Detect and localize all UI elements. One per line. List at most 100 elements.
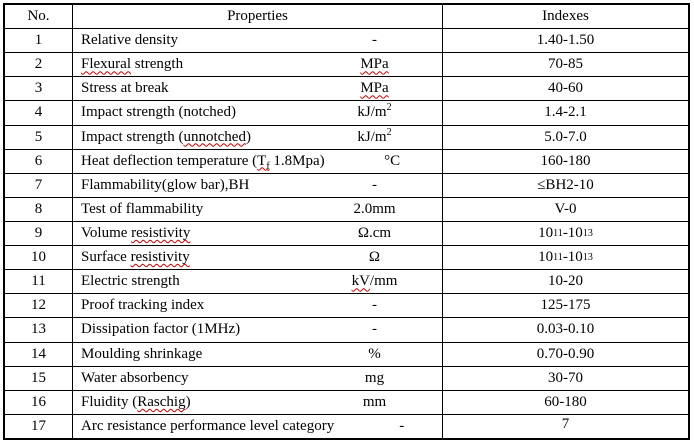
- property-cell: Heat deflection temperature (Tf 1.8Mpa) …: [73, 149, 443, 173]
- row-number-cell: 12: [5, 294, 73, 318]
- table-row: 7 Flammability(glow bar),BH - ≤BH2-10: [5, 173, 688, 198]
- property-name: Surface resistivity: [81, 249, 190, 266]
- property-cell: Relative density -: [73, 29, 443, 53]
- index-value-cell: ≤BH2-10: [537, 176, 594, 193]
- table-row: 14 Moulding shrinkage % 0.70-0.90: [5, 342, 688, 367]
- index-value-cell: 70-85: [548, 56, 583, 73]
- index-value-cell: 40-60: [548, 80, 583, 97]
- property-unit: kJ/m2: [357, 102, 392, 121]
- table-row: 4 Impact strength (notched) kJ/m2 1.4-2.…: [5, 101, 688, 126]
- property-unit: 2.0mm: [353, 200, 396, 217]
- property-unit: kJ/m2: [357, 126, 392, 145]
- property-name: Volume resistivity: [81, 225, 191, 242]
- table-row: 15 Water absorbency mg 30-70: [5, 366, 688, 391]
- property-name: Relative density: [81, 32, 179, 49]
- property-unit: %: [368, 345, 381, 362]
- property-cell: Surface resistivity Ω: [73, 246, 443, 270]
- property-name: Test of flammability: [81, 200, 204, 217]
- row-number-cell: 1: [5, 29, 73, 53]
- index-value-cell: 1.4-2.1: [544, 104, 587, 121]
- property-unit: -: [372, 176, 377, 193]
- index-value-cell: 30-70: [548, 369, 583, 386]
- property-cell: Flexural strength MPa: [73, 53, 443, 77]
- row-number-cell: 4: [5, 101, 73, 125]
- table-row: 5 Impact strength (unnotched) kJ/m2 5.0-…: [5, 125, 688, 150]
- property-cell: Fluidity (Raschig) mm: [73, 390, 443, 414]
- row-number-cell: 13: [5, 318, 73, 342]
- index-value-cell: 160-180: [540, 152, 591, 169]
- row-number-cell: 9: [5, 221, 73, 246]
- row-number-cell: 15: [5, 366, 73, 390]
- property-name: Electric strength: [81, 273, 180, 290]
- properties-indexes-table: No. Properties Indexes 1 Relative densit…: [3, 3, 690, 440]
- row-number-cell: 17: [5, 414, 73, 438]
- index-value-cell: 125-175: [540, 297, 591, 314]
- property-unit: Ω.cm: [357, 225, 392, 242]
- index-value-cell: 5.0-7.0: [544, 128, 587, 145]
- header-no: No.: [5, 5, 73, 29]
- table-row: 3 Stress at break MPa 40-60: [5, 77, 688, 102]
- table-row: 2 Flexural strength MPa 70-85: [5, 53, 688, 78]
- property-name: Proof tracking index: [81, 297, 205, 314]
- row-number-cell: 8: [5, 197, 73, 221]
- property-name: Moulding shrinkage: [81, 345, 203, 362]
- property-name: Stress at break: [81, 80, 169, 97]
- index-value-cell: 10 11 -10 13: [538, 225, 593, 242]
- property-unit: -: [399, 417, 405, 434]
- property-cell: Water absorbency mg: [73, 366, 443, 390]
- property-cell: Impact strength (unnotched) kJ/m2: [73, 125, 443, 149]
- property-name: Flexural strength: [81, 56, 184, 73]
- property-cell: Volume resistivity Ω.cm: [73, 221, 443, 246]
- property-cell: Electric strength kV/mm: [73, 270, 443, 294]
- property-cell: Impact strength (notched) kJ/m2: [73, 101, 443, 125]
- table-row: 6 Heat deflection temperature (Tf 1.8Mpa…: [5, 149, 688, 174]
- property-name: Flammability(glow bar),BH: [81, 176, 250, 193]
- row-number-cell: 11: [5, 270, 73, 294]
- property-cell: Flammability(glow bar),BH -: [73, 173, 443, 197]
- row-number-cell: 14: [5, 342, 73, 366]
- property-cell: Stress at break MPa: [73, 77, 443, 101]
- property-unit: MPa: [360, 56, 389, 73]
- table-row: 1 Relative density - 1.40-1.50: [5, 29, 688, 54]
- property-unit: Ω: [368, 249, 381, 266]
- index-value-cell: V-0: [554, 200, 577, 217]
- property-cell: Arc resistance performance level categor…: [73, 414, 443, 438]
- property-unit: -: [372, 297, 377, 314]
- property-cell: Test of flammability 2.0mm: [73, 197, 443, 221]
- property-name: Fluidity (Raschig): [81, 393, 191, 410]
- property-cell: Moulding shrinkage %: [73, 342, 443, 366]
- table-row: 11 Electric strength kV/mm 10-20: [5, 270, 688, 295]
- table-row: 13 Dissipation factor (1MHz) - 0.03-0.10: [5, 318, 688, 343]
- row-number-cell: 16: [5, 390, 73, 414]
- property-name: Impact strength (notched): [81, 104, 236, 121]
- index-value-cell: 0.03-0.10: [536, 321, 595, 338]
- index-value-cell: 1.40-1.50: [536, 32, 595, 49]
- property-name: Heat deflection temperature (Tf 1.8Mpa): [81, 152, 325, 172]
- index-value-cell: 7: [561, 415, 570, 432]
- property-cell: Proof tracking index -: [73, 294, 443, 318]
- property-unit: MPa: [360, 80, 389, 97]
- header-indexes: Indexes: [542, 8, 589, 25]
- index-value-cell: 60-180: [544, 393, 587, 410]
- property-unit: mm: [362, 393, 387, 410]
- row-number-cell: 10: [5, 246, 73, 270]
- property-name: Impact strength (unnotched): [81, 128, 251, 145]
- table-row: 12 Proof tracking index - 125-175: [5, 294, 688, 319]
- property-unit: -: [372, 32, 377, 49]
- property-name: Dissipation factor (1MHz): [81, 321, 241, 338]
- header-properties: Properties: [73, 5, 443, 29]
- table-row: 16 Fluidity (Raschig) mm 60-180: [5, 390, 688, 415]
- row-number-cell: 5: [5, 125, 73, 149]
- row-number-cell: 2: [5, 53, 73, 77]
- property-unit: -: [372, 321, 377, 338]
- property-cell: Dissipation factor (1MHz) -: [73, 318, 443, 342]
- table-row: 17 Arc resistance performance level cate…: [5, 414, 688, 438]
- row-number-cell: 6: [5, 149, 73, 173]
- property-unit: mg: [364, 369, 385, 386]
- property-name: Arc resistance performance level categor…: [81, 417, 335, 434]
- property-unit: °C: [384, 152, 401, 169]
- table-row: 9 Volume resistivity Ω.cm 10 11 -10 13: [5, 221, 688, 247]
- property-name: Water absorbency: [81, 369, 189, 386]
- row-number-cell: 3: [5, 77, 73, 101]
